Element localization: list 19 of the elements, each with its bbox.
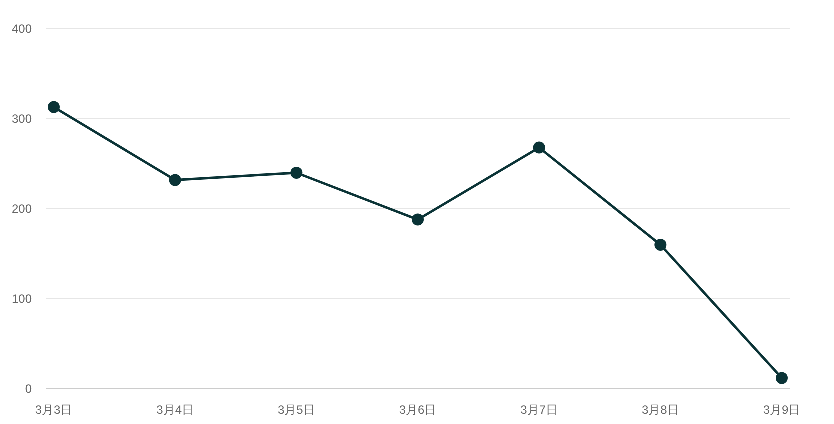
- y-tick-label: 200: [12, 202, 32, 216]
- point: [290, 167, 303, 179]
- x-tick-label: 3月3日: [35, 403, 73, 417]
- x-tick-label: 3月6日: [399, 403, 437, 417]
- point: [412, 214, 424, 226]
- x-tick-label: 3月7日: [520, 403, 558, 417]
- x-tick-label: 3月5日: [278, 403, 316, 417]
- x-tick-label: 3月9日: [763, 403, 801, 417]
- y-tick-label: 100: [12, 292, 32, 306]
- point: [654, 239, 667, 251]
- point: [169, 174, 182, 186]
- x-tick-label: 3月4日: [156, 403, 194, 417]
- point: [48, 101, 60, 114]
- x-tick-label: 3月8日: [642, 403, 680, 417]
- point: [533, 142, 546, 154]
- y-tick-label: 300: [12, 112, 32, 126]
- y-tick-label: 0: [25, 382, 32, 396]
- point: [776, 372, 788, 384]
- y-tick-label: 400: [12, 22, 32, 36]
